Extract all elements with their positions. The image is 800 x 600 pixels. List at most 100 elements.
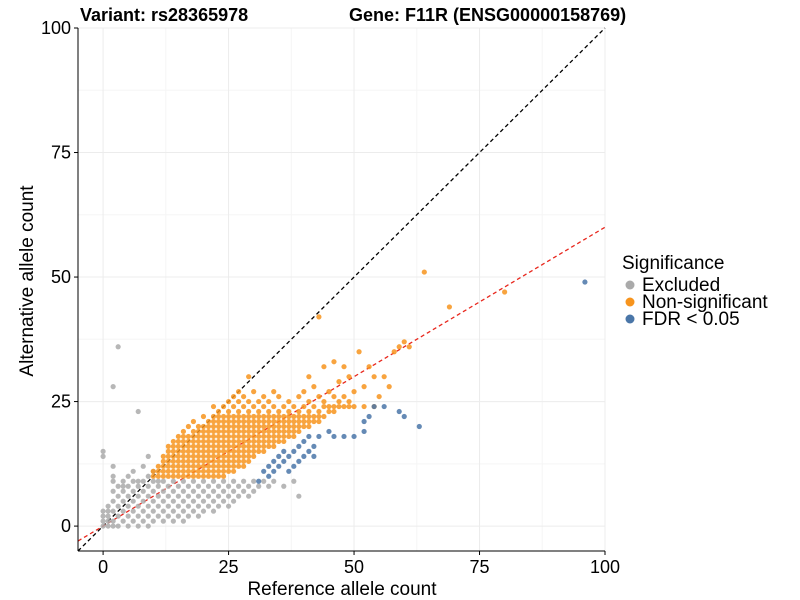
data-point — [200, 468, 207, 474]
data-point — [276, 418, 282, 425]
data-point — [281, 483, 287, 489]
data-point — [160, 453, 166, 459]
data-point — [326, 408, 332, 415]
data-point — [236, 463, 242, 469]
data-point — [236, 438, 242, 445]
data-point — [220, 438, 227, 445]
data-point — [271, 478, 277, 484]
data-point — [246, 398, 252, 405]
data-point — [210, 433, 217, 440]
data-point — [225, 453, 232, 459]
data-point — [185, 463, 192, 469]
data-point — [266, 433, 272, 440]
data-point — [190, 473, 197, 479]
data-point — [190, 498, 197, 504]
data-point — [296, 443, 302, 449]
data-point — [321, 413, 327, 420]
data-point — [286, 433, 292, 440]
data-point — [246, 443, 252, 449]
data-point — [185, 503, 192, 509]
data-point — [236, 433, 242, 440]
data-point — [210, 413, 217, 420]
data-point — [236, 443, 242, 449]
data-point — [246, 428, 252, 435]
data-point — [331, 408, 337, 415]
data-point — [276, 423, 282, 430]
data-point — [301, 403, 307, 410]
data-point — [446, 304, 453, 310]
data-point — [230, 428, 237, 435]
x-tick-label: 25 — [219, 557, 239, 577]
data-point — [291, 478, 297, 484]
data-point — [215, 493, 222, 499]
data-point — [190, 488, 197, 494]
data-point — [246, 418, 252, 425]
data-point — [291, 423, 297, 430]
data-point — [110, 463, 116, 469]
data-point — [316, 413, 322, 420]
data-point — [251, 438, 257, 445]
data-point — [120, 508, 126, 514]
data-point — [321, 364, 327, 370]
data-point — [175, 493, 181, 499]
data-point — [266, 423, 272, 430]
data-point — [341, 393, 347, 400]
data-point — [251, 418, 257, 425]
data-point — [180, 458, 186, 464]
data-point — [301, 418, 307, 425]
data-point — [230, 423, 237, 430]
data-point — [155, 473, 161, 479]
data-point — [150, 518, 156, 524]
data-point — [110, 518, 116, 524]
data-point — [170, 508, 176, 514]
data-point — [256, 438, 262, 445]
data-point — [165, 468, 171, 474]
data-point — [105, 518, 111, 524]
data-point — [215, 483, 222, 489]
data-point — [266, 413, 272, 420]
data-point — [160, 468, 166, 474]
data-point — [286, 418, 292, 425]
data-point — [376, 393, 382, 400]
data-point — [291, 463, 297, 469]
data-point — [421, 269, 427, 275]
data-point — [175, 448, 181, 454]
series-fdr-significant — [256, 279, 588, 484]
data-point — [230, 393, 237, 400]
data-point — [261, 478, 267, 484]
data-point — [366, 364, 372, 370]
data-point — [286, 423, 292, 430]
data-point — [180, 443, 186, 449]
data-point — [266, 483, 272, 489]
data-point — [215, 423, 222, 430]
data-point — [210, 498, 217, 504]
data-point — [175, 463, 181, 469]
data-point — [195, 443, 202, 449]
data-point — [155, 513, 161, 519]
data-point — [160, 458, 166, 464]
data-point — [286, 428, 292, 435]
data-point — [261, 433, 267, 440]
data-point — [175, 483, 181, 489]
data-point — [311, 418, 317, 425]
data-point — [281, 438, 287, 445]
data-point — [185, 443, 192, 449]
data-point — [286, 398, 292, 405]
data-point — [105, 523, 111, 529]
data-point — [361, 428, 367, 435]
axes — [77, 28, 605, 552]
data-point — [316, 433, 322, 440]
data-point — [215, 408, 222, 415]
data-point — [160, 518, 166, 524]
data-point — [135, 493, 141, 499]
data-point — [321, 403, 327, 410]
data-point — [236, 453, 242, 459]
data-point — [256, 398, 262, 405]
data-point — [185, 483, 192, 489]
data-point — [185, 513, 192, 519]
data-point — [361, 403, 367, 410]
data-point — [130, 468, 136, 474]
data-point — [236, 423, 242, 430]
data-point — [205, 433, 212, 440]
data-point — [145, 513, 151, 519]
